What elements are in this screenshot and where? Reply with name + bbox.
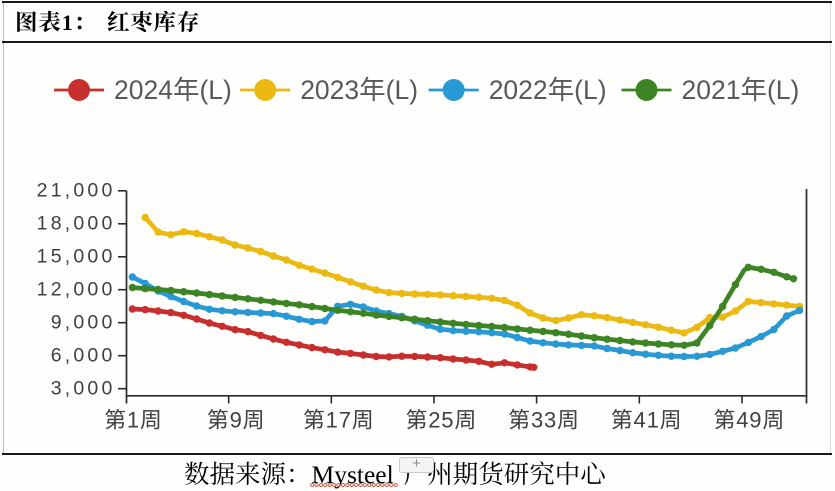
svg-text:2023年(L): 2023年(L) [300,68,418,107]
svg-text:6,000: 6,000 [51,345,116,367]
svg-text:第17周: 第17周 [303,403,375,435]
svg-text:第49周: 第49周 [713,403,785,435]
svg-text:12,000: 12,000 [37,279,116,301]
svg-text:2021年(L): 2021年(L) [682,68,800,107]
svg-text:第33周: 第33周 [508,403,580,435]
svg-text:2024年(L): 2024年(L) [114,68,232,107]
svg-text:第9周: 第9周 [207,403,266,435]
svg-text:15,000: 15,000 [37,246,116,268]
svg-text:第25周: 第25周 [405,403,477,435]
svg-text:2022年(L): 2022年(L) [489,68,607,107]
svg-text:18,000: 18,000 [37,213,116,235]
svg-text:第41周: 第41周 [611,403,683,435]
svg-text:第1周: 第1周 [104,403,163,435]
svg-text:9,000: 9,000 [51,312,116,334]
svg-text:21,000: 21,000 [37,180,116,202]
svg-text:3,000: 3,000 [51,378,116,400]
